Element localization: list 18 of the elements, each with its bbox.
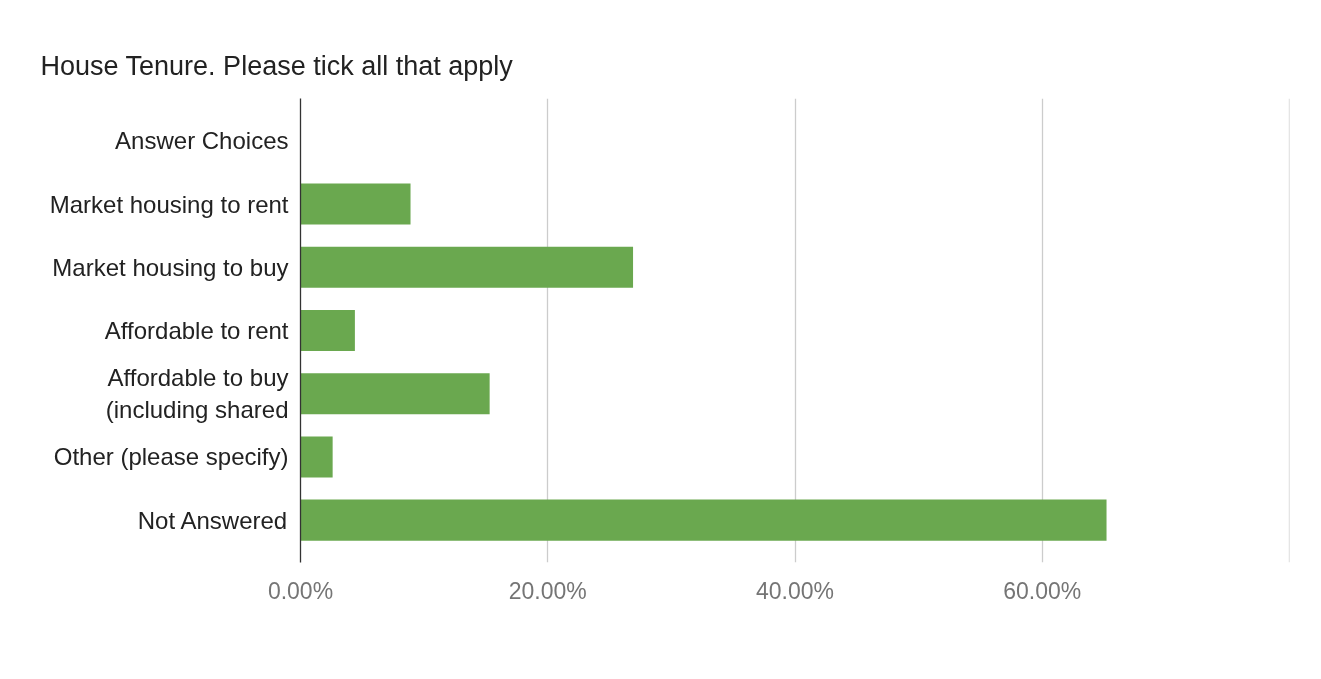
bar (300, 309, 355, 352)
y-tick-label: Answer Choices (115, 127, 289, 155)
x-tick-label: 20.00% (508, 577, 587, 604)
y-tick-label: Affordable to buy (including shared (105, 364, 289, 424)
bar (300, 499, 1107, 541)
bar (300, 373, 490, 415)
y-tick-label: Other (please specify) (53, 443, 289, 471)
x-tick-label: 60.00% (1003, 577, 1082, 604)
y-tick-label: Affordable to rent (104, 317, 289, 344)
bar (300, 246, 634, 288)
y-tick-label: Market housing to buy (52, 253, 289, 281)
bar (300, 183, 411, 225)
chart-title: House Tenure. Please tick all that apply (40, 50, 514, 81)
bar (300, 436, 333, 478)
y-tick-label: Not Answered (137, 506, 288, 534)
y-tick-label: Market housing to rent (49, 190, 289, 218)
x-tick-label: 40.00% (756, 577, 835, 604)
x-tick-label: 0.00% (267, 577, 334, 604)
